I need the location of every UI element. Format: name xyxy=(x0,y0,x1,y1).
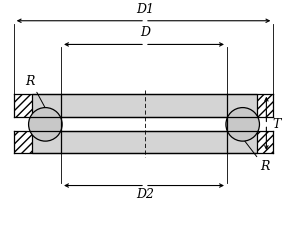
Polygon shape xyxy=(31,94,256,117)
Circle shape xyxy=(29,108,62,141)
Polygon shape xyxy=(14,94,31,117)
Polygon shape xyxy=(31,131,256,153)
Polygon shape xyxy=(256,94,273,117)
Text: D2: D2 xyxy=(136,187,154,200)
Text: R: R xyxy=(25,75,34,88)
Polygon shape xyxy=(256,131,273,153)
Text: T: T xyxy=(272,118,281,131)
Text: D1: D1 xyxy=(136,3,154,16)
Text: R: R xyxy=(260,160,269,173)
Text: D: D xyxy=(140,27,150,40)
Polygon shape xyxy=(14,131,31,153)
Circle shape xyxy=(226,108,260,141)
